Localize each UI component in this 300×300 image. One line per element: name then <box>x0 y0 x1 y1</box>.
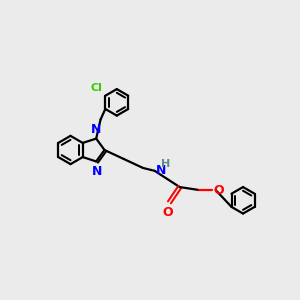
Text: O: O <box>214 184 224 196</box>
Text: N: N <box>92 165 102 178</box>
Text: Cl: Cl <box>91 83 102 93</box>
Text: N: N <box>156 164 167 177</box>
Text: H: H <box>161 159 170 170</box>
Text: N: N <box>91 123 101 136</box>
Text: O: O <box>163 206 173 219</box>
